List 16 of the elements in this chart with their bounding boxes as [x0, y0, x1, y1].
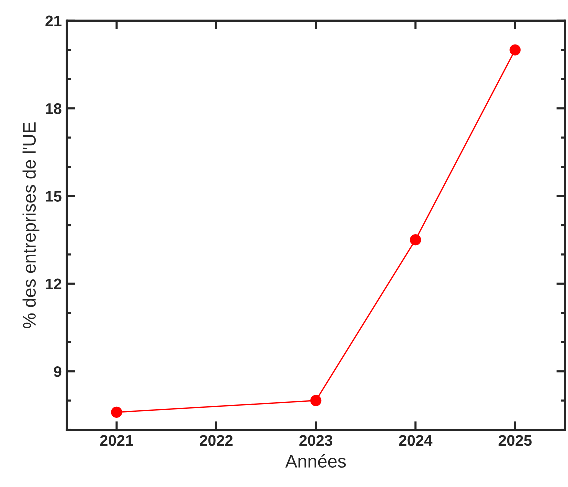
x-tick-label: 2025 — [498, 435, 532, 446]
point — [510, 44, 521, 56]
point — [410, 234, 422, 246]
x-tick-label: 2023 — [300, 435, 333, 446]
y-tick-label: 21 — [46, 16, 62, 26]
x-tick-label: 2024 — [399, 435, 433, 446]
point — [111, 406, 122, 418]
y-axis-title: % des entreprises de l'UE — [22, 122, 40, 328]
y-tick-label: 12 — [46, 278, 62, 290]
point — [310, 395, 322, 406]
x-tick-label: 2021 — [100, 435, 134, 446]
x-tick-label: 2022 — [200, 435, 233, 446]
y-tick-label: 15 — [46, 191, 62, 202]
y-tick-label: 18 — [46, 103, 62, 114]
x-axis-title: Années — [286, 454, 346, 468]
y-tick-label: 9 — [54, 366, 62, 378]
